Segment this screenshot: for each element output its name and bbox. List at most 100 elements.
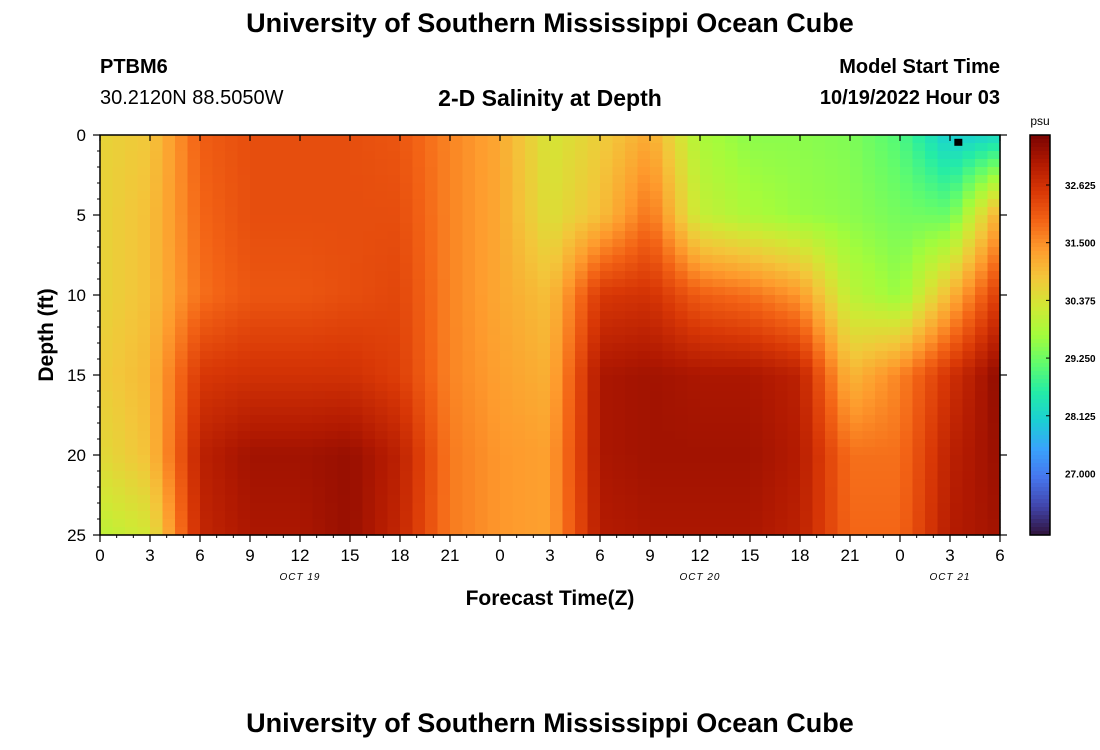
x-tick-label: 0 <box>495 546 504 565</box>
heatmap-cell <box>525 463 539 472</box>
heatmap-cell <box>675 471 689 480</box>
heatmap-cell <box>587 231 601 240</box>
heatmap-cell <box>500 351 514 360</box>
heatmap-cell <box>400 215 414 224</box>
heatmap-cell <box>200 231 214 240</box>
heatmap-cell <box>487 527 501 536</box>
heatmap-cell <box>787 527 801 536</box>
heatmap-cell <box>850 247 864 256</box>
heatmap-cell <box>612 511 626 520</box>
heatmap-cell <box>812 271 826 280</box>
heatmap-cell <box>425 431 439 440</box>
heatmap-cell <box>900 415 914 424</box>
heatmap-cell <box>950 471 964 480</box>
heatmap-cell <box>675 463 689 472</box>
heatmap-cell <box>612 359 626 368</box>
heatmap-cell <box>400 383 414 392</box>
heatmap-cell <box>225 183 239 192</box>
heatmap-cell <box>375 311 389 320</box>
heatmap-cell <box>950 439 964 448</box>
heatmap-cell <box>137 167 151 176</box>
heatmap-cell <box>637 287 651 296</box>
heatmap-cell <box>937 263 951 272</box>
heatmap-cell <box>275 159 289 168</box>
heatmap-cell <box>625 183 639 192</box>
heatmap-cell <box>112 215 126 224</box>
heatmap-cell <box>237 143 251 152</box>
heatmap-cell <box>250 455 264 464</box>
colorbar-step <box>1030 443 1050 448</box>
x-tick-label: 12 <box>691 546 710 565</box>
heatmap-cell <box>412 455 426 464</box>
heatmap-cell <box>950 391 964 400</box>
heatmap-cell <box>850 503 864 512</box>
heatmap-cell <box>750 263 764 272</box>
heatmap-cell <box>187 527 201 536</box>
heatmap-cell <box>100 415 114 424</box>
heatmap-cell <box>987 159 1001 168</box>
heatmap-cell <box>312 527 326 536</box>
heatmap-cell <box>637 271 651 280</box>
heatmap-cell <box>462 503 476 512</box>
heatmap-cell <box>887 415 901 424</box>
heatmap-cell <box>750 335 764 344</box>
heatmap-cell <box>212 271 226 280</box>
heatmap-cell <box>762 215 776 224</box>
heatmap-cell <box>837 175 851 184</box>
heatmap-cell <box>837 455 851 464</box>
heatmap-cell <box>787 215 801 224</box>
heatmap-cell <box>700 351 714 360</box>
heatmap-cell <box>400 495 414 504</box>
heatmap-cell <box>550 183 564 192</box>
heatmap-cell <box>287 207 301 216</box>
heatmap-cell <box>812 367 826 376</box>
heatmap-cell <box>337 359 351 368</box>
heatmap-cell <box>750 191 764 200</box>
heatmap-cell <box>912 367 926 376</box>
heatmap-cell <box>875 231 889 240</box>
heatmap-cell <box>962 159 976 168</box>
heatmap-cell <box>175 399 189 408</box>
heatmap-cell <box>300 431 314 440</box>
colorbar-step <box>1030 431 1050 436</box>
heatmap-cell <box>862 263 876 272</box>
heatmap-cell <box>762 311 776 320</box>
heatmap-cell <box>662 199 676 208</box>
heatmap-cell <box>300 423 314 432</box>
heatmap-cell <box>550 159 564 168</box>
heatmap-cell <box>612 223 626 232</box>
heatmap-cell <box>987 223 1001 232</box>
heatmap-cell <box>337 447 351 456</box>
colorbar-step <box>1030 451 1050 456</box>
heatmap-cell <box>687 359 701 368</box>
heatmap-cell <box>837 271 851 280</box>
heatmap-cell <box>637 183 651 192</box>
heatmap-cell <box>162 471 176 480</box>
heatmap-cell <box>362 311 376 320</box>
heatmap-cell <box>637 471 651 480</box>
heatmap-cell <box>225 271 239 280</box>
heatmap-cell <box>412 311 426 320</box>
heatmap-cell <box>650 167 664 176</box>
heatmap-cell <box>187 503 201 512</box>
heatmap-cell <box>850 423 864 432</box>
heatmap-cell <box>725 215 739 224</box>
heatmap-cell <box>975 303 989 312</box>
heatmap-cell <box>712 239 726 248</box>
heatmap-cell <box>125 247 139 256</box>
heatmap-cell <box>900 367 914 376</box>
heatmap-cell <box>887 495 901 504</box>
heatmap-cell <box>625 295 639 304</box>
heatmap-cell <box>275 215 289 224</box>
heatmap-cell <box>837 231 851 240</box>
heatmap-cell <box>175 479 189 488</box>
heatmap-cell <box>575 231 589 240</box>
heatmap-cell <box>925 207 939 216</box>
heatmap-cell <box>350 263 364 272</box>
heatmap-cell <box>837 239 851 248</box>
heatmap-cell <box>125 399 139 408</box>
colorbar-step <box>1030 179 1050 184</box>
station-marker <box>954 138 963 146</box>
heatmap-cell <box>350 143 364 152</box>
heatmap-cell <box>212 471 226 480</box>
